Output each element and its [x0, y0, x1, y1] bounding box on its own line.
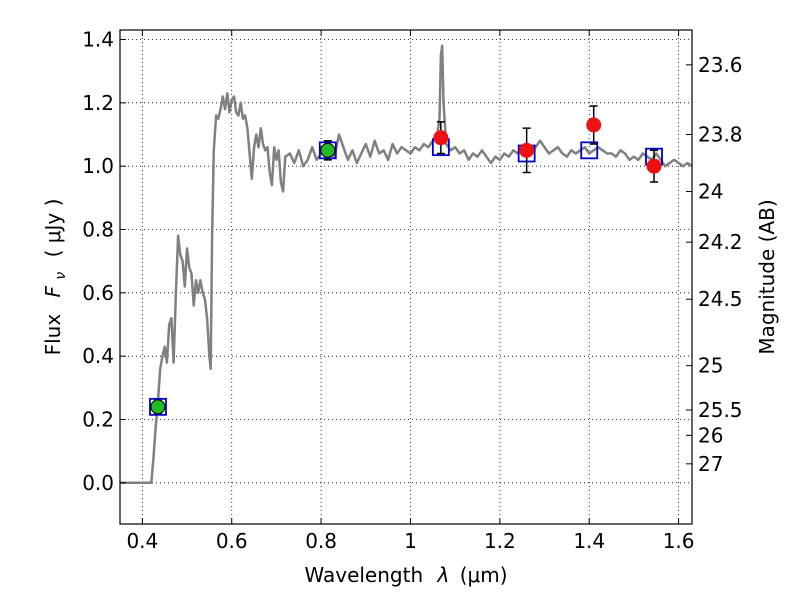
right-tick-label: 24.5 — [698, 287, 743, 311]
x-tick-label: 0.8 — [305, 529, 337, 553]
data-point — [433, 130, 449, 146]
y-tick-label: 0.4 — [82, 344, 114, 368]
model-square-marker — [580, 141, 599, 160]
x-tick-label: 0.6 — [216, 529, 248, 553]
y-axis-title-symbol: F — [41, 285, 65, 297]
data-point — [519, 142, 535, 158]
y-axis-title: Flux F ν ( μJy ) — [41, 199, 70, 356]
grid-lines — [120, 30, 692, 524]
data-point — [586, 117, 602, 133]
y-axis-title-text: Flux — [41, 314, 65, 356]
axis-ticks: 0.4 0.6 0.8 1 1.2 1.4 1.6 0.0 0.2 0.4 0.6 0.8 1.0 1.2… — [82, 28, 742, 554]
y-tick-label: 1.4 — [82, 28, 114, 52]
x-tick-label: 1.4 — [573, 529, 605, 553]
right-tick-label: 27 — [698, 452, 723, 476]
data-point — [320, 142, 336, 158]
y-tick-label: 1.0 — [82, 154, 114, 178]
y-tick-label: 0.2 — [82, 408, 114, 432]
model-square-marker — [149, 397, 167, 416]
x-tick-label: 1.2 — [484, 529, 516, 553]
x-tick-label: 0.4 — [126, 529, 158, 553]
y-axis-title-subscript: ν — [53, 272, 69, 280]
x-axis-title-symbol: λ — [437, 563, 450, 587]
y-tick-label: 0.8 — [82, 218, 114, 242]
right-tick-label: 24.2 — [698, 230, 743, 254]
x-tick-label: 1 — [404, 529, 417, 553]
plot-frame — [119, 29, 693, 525]
x-axis-title: Wavelength λ (μm) — [304, 563, 507, 587]
y-tick-label: 0.6 — [82, 281, 114, 305]
right-tick-label: 23.6 — [698, 53, 743, 77]
right-tick-label: 24 — [698, 180, 723, 204]
right-tick-label: 26 — [698, 423, 723, 447]
photometry-layer — [149, 105, 663, 416]
data-point — [646, 158, 662, 174]
spectrum-line — [120, 44, 693, 485]
right-tick-label: 25 — [698, 354, 723, 378]
data-point — [150, 399, 166, 415]
y-tick-label: 0.0 — [82, 471, 114, 495]
right-axis-title: Magnitude (AB) — [755, 199, 779, 354]
right-tick-label: 23.8 — [698, 123, 743, 147]
y-tick-label: 1.2 — [82, 91, 114, 115]
x-axis-title-text: Wavelength — [304, 563, 423, 587]
x-tick-label: 1.6 — [663, 529, 695, 553]
right-tick-label: 25.5 — [698, 398, 743, 422]
y-axis-title-unit: ( μJy ) — [41, 199, 65, 258]
x-axis-title-unit: (μm) — [460, 563, 508, 587]
spectrum-layer — [120, 44, 693, 485]
